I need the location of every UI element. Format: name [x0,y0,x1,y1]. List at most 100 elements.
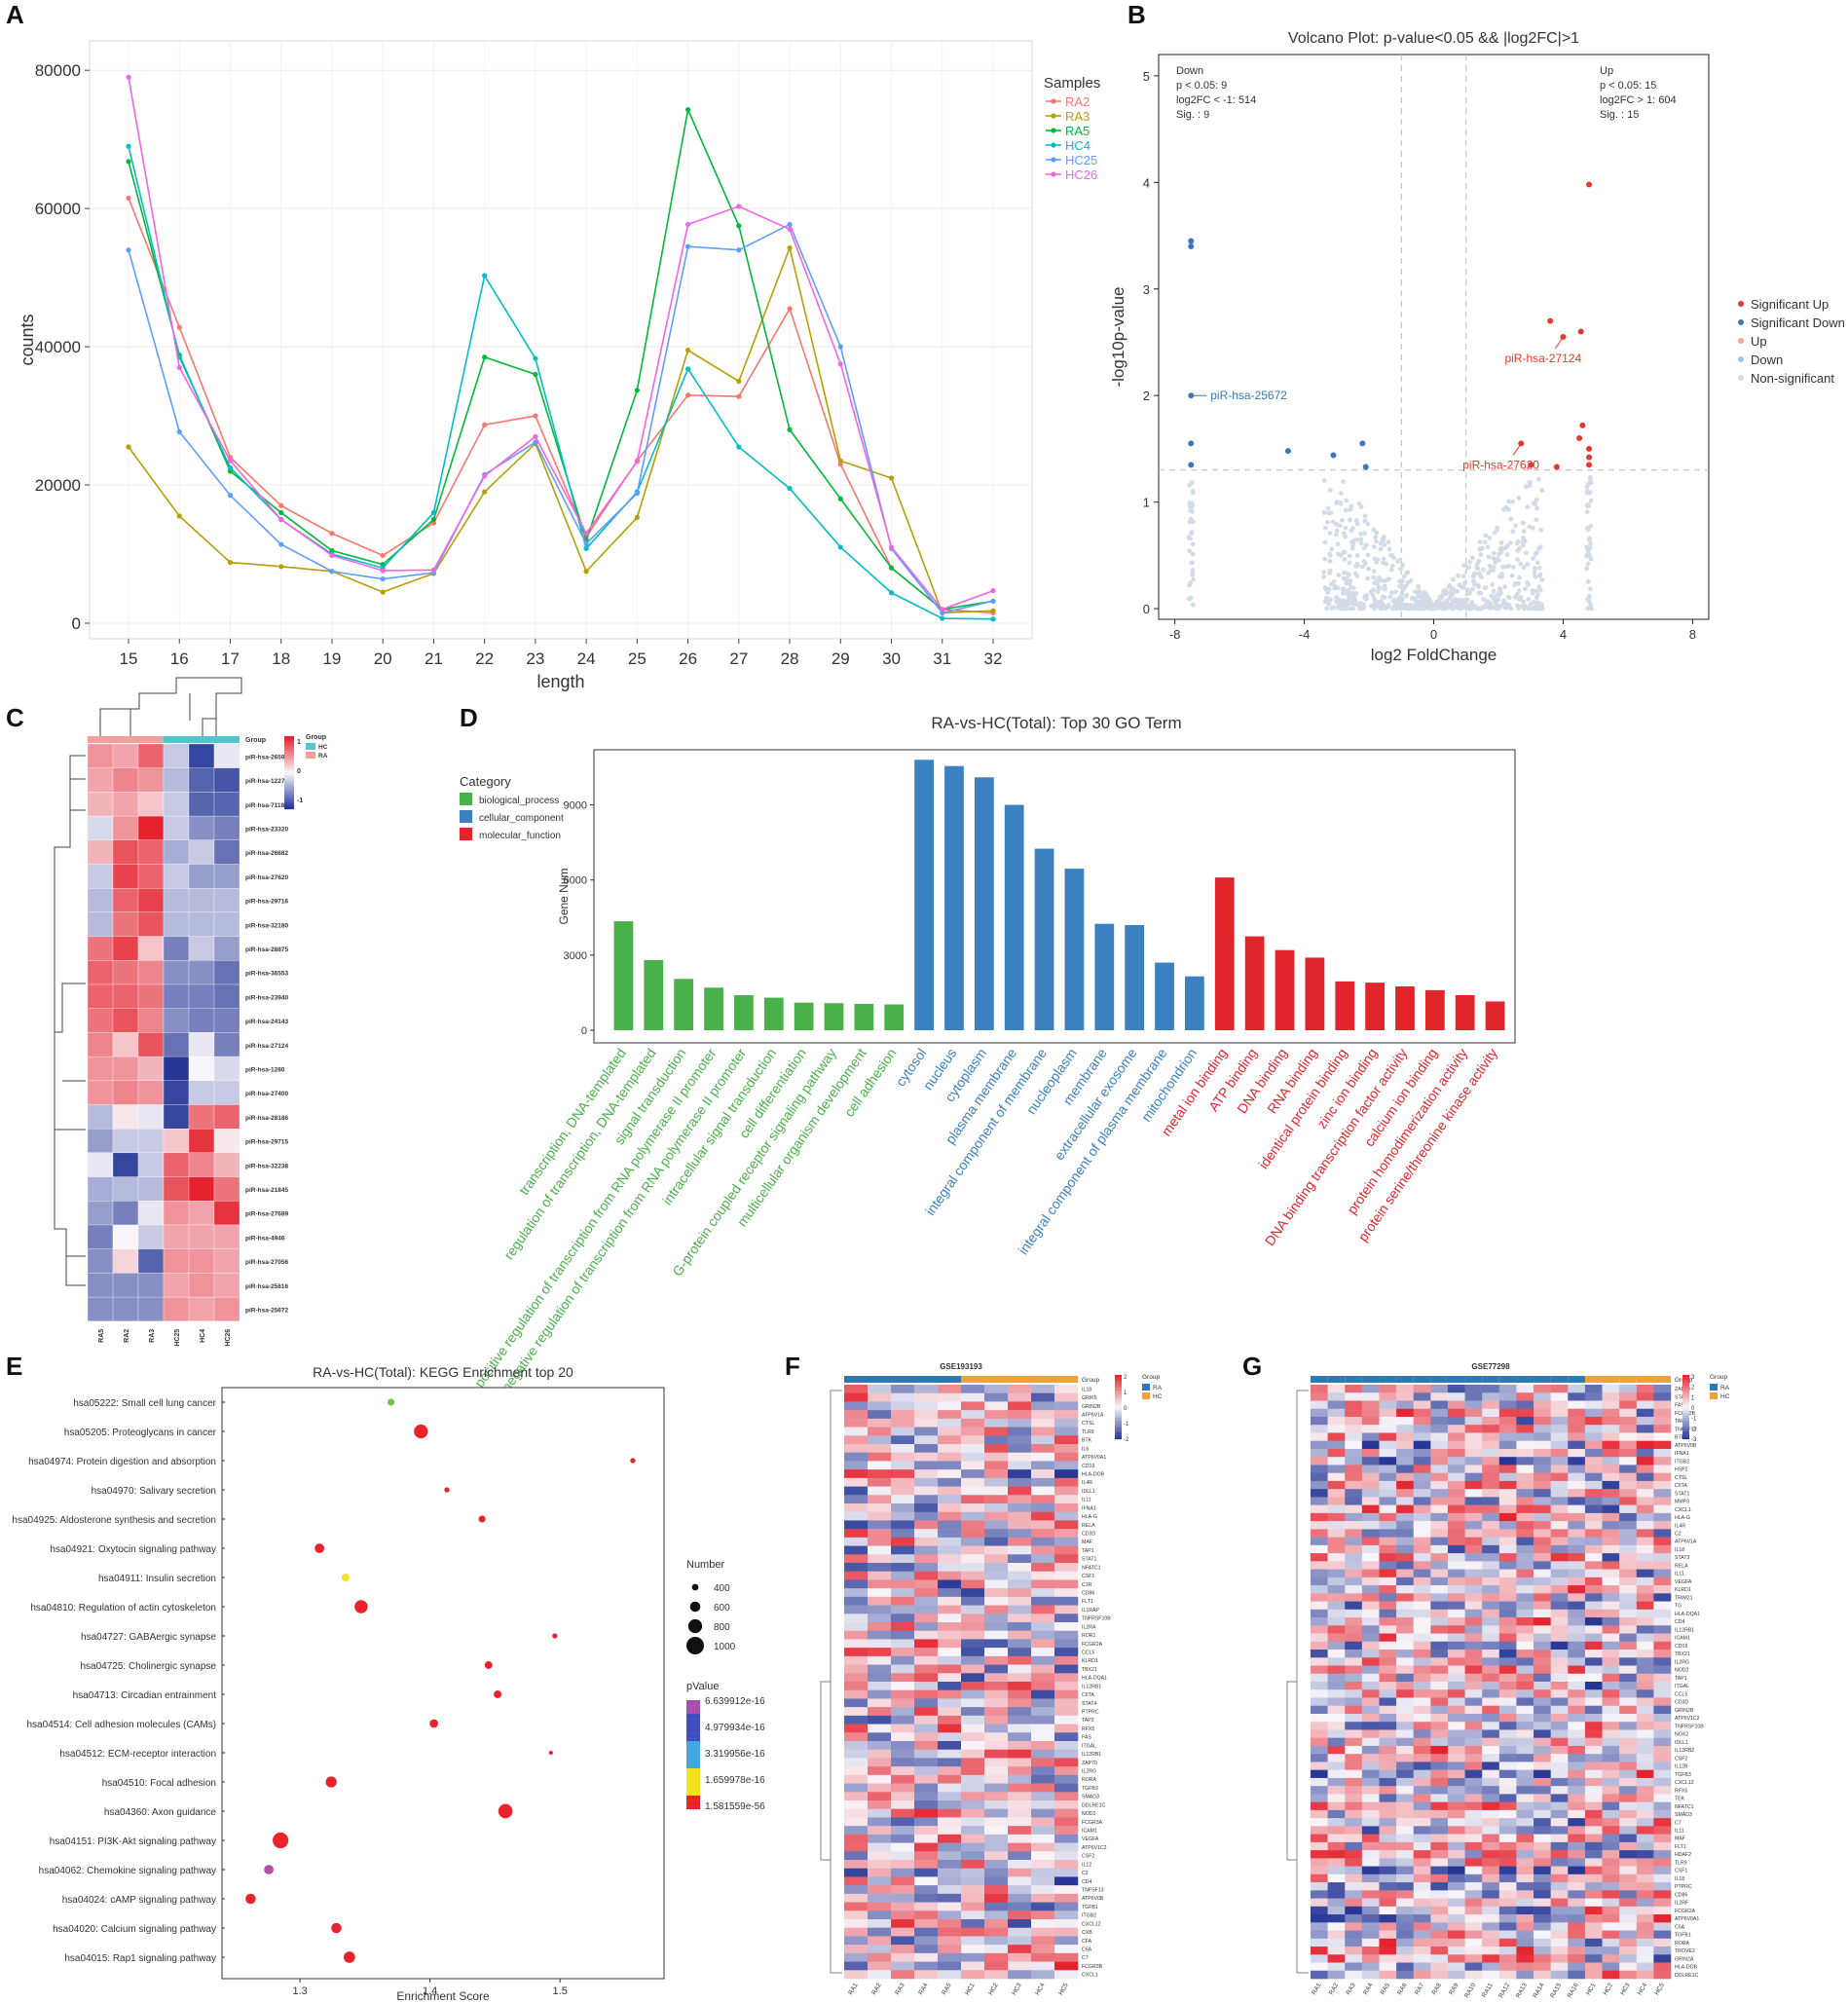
volcano-point-ns [1352,571,1358,576]
heatmap-cell [1396,1858,1415,1867]
gene-label: MAF [1675,1836,1685,1842]
heatmap-cell [1653,1818,1672,1827]
heatmap-cell [1602,1947,1620,1955]
volcano-point-ns [1487,563,1493,569]
heatmap-cell [1311,1898,1328,1908]
heatmap-cell [1636,1504,1654,1514]
x-tick-label: 19 [322,649,341,668]
heatmap-cell [891,1689,915,1699]
heatmap-cell [914,1885,939,1895]
x-tick-label: plasma membrane [942,1045,1020,1146]
heatmap-cell [112,1032,139,1057]
heatmap-cell [1379,1657,1397,1666]
heatmap-cell [891,1707,915,1717]
volcano-point-ns [1327,531,1333,536]
heatmap-cell [1516,1432,1534,1442]
scale-bar-step [1115,1413,1122,1416]
scale-bar-step [284,785,294,788]
heatmap-cell [137,1176,165,1202]
heatmap-cell [984,1614,1009,1623]
gene-label: TGFB3 [1675,1772,1691,1778]
heatmap-cell [844,1800,869,1810]
heatmap-cell [1482,1834,1500,1843]
volcano-point-ns [1426,604,1432,610]
legend-title: Group [306,734,326,741]
heatmap-cell [1327,1769,1346,1779]
heatmap-cell [1550,1561,1569,1570]
volcano-point-ns [1327,570,1332,575]
heatmap-cell [1054,1961,1079,1971]
data-point-hc26 [482,473,488,479]
heatmap-cell [137,1224,165,1249]
heatmap-cell [1602,1801,1620,1811]
heatmap-cell [1636,1665,1654,1675]
heatmap-cell [1516,1914,1534,1923]
heatmap-cell [1361,1866,1380,1875]
volcano-point-ns [1370,592,1376,598]
heatmap-cell [1602,1866,1620,1875]
heatmap-cell [213,1273,240,1298]
heatmap-cell [1550,1521,1569,1530]
volcano-point-ns [1327,558,1333,564]
heatmap-cell [1619,1898,1638,1908]
y-tick-label: 40000 [35,338,81,356]
heatmap-cell [1430,1609,1449,1618]
size-legend-dot [687,1618,703,1634]
volcano-point-ns [1513,523,1519,529]
heatmap-cell [1396,1786,1415,1795]
volcano-point-ns [1358,537,1364,542]
heatmap-cell [1413,1762,1431,1770]
heatmap-cell [1054,1418,1079,1428]
heatmap-cell [1482,1585,1500,1594]
heatmap-cell [961,1545,985,1555]
heatmap-cell [1584,1440,1603,1450]
heatmap-cell [1636,1465,1654,1473]
heatmap-cell [868,1648,892,1657]
color-legend-step [686,1755,700,1758]
heatmap-cell [914,1741,939,1751]
heatmap-cell [1345,1713,1363,1723]
volcano-point-ns [1531,556,1536,561]
heatmap-cell [1345,1850,1363,1859]
heatmap-cell [1345,1512,1363,1522]
heatmap-cell [1413,1705,1431,1715]
heatmap-cell [1031,1945,1055,1954]
heatmap-cell [1345,1489,1363,1498]
heatmap-cell [961,1588,985,1598]
heatmap-cell [891,1741,915,1751]
heatmap-cell [1430,1882,1449,1891]
heatmap-cell [1447,1665,1465,1675]
heatmap-cell [984,1766,1009,1776]
heatmap-cell [938,1682,962,1691]
heatmap-cell [1430,1713,1449,1723]
heatmap-cell [1498,1673,1517,1683]
volcano-point-ns [1321,575,1326,579]
color-legend-step [686,1800,700,1804]
heatmap-cell [914,1529,939,1539]
volcano-point-ns [1522,538,1528,543]
heatmap-cell [1619,1786,1638,1795]
heatmap-cell [1447,1480,1465,1490]
volcano-point-ns [1338,500,1344,505]
heatmap-cell [844,1927,869,1937]
heatmap-cell [1054,1945,1079,1954]
volcano-point-ns [1518,594,1524,600]
heatmap-cell [1327,1553,1346,1562]
heatmap-cell [1311,1745,1328,1755]
heatmap-cell [1602,1898,1620,1908]
x-tick-label: cell adhesion [841,1046,900,1120]
heatmap-cell [1327,1947,1346,1955]
volcano-point-ns [1338,501,1344,506]
volcano-point-ns [1523,586,1528,592]
heatmap-cell [1345,1465,1363,1473]
heatmap-cell [1396,1689,1415,1698]
gene-label: GRIK5 [1082,1395,1097,1401]
sample-label: RA2 [870,1982,883,1996]
heatmap-cell [1031,1936,1055,1946]
color-legend-step [686,1719,700,1723]
volcano-point-ns [1534,606,1539,612]
heatmap-cell [1584,1561,1603,1570]
volcano-point-ns [1497,604,1502,609]
heatmap-cell [1054,1452,1079,1462]
heatmap-cell [1430,1754,1449,1762]
